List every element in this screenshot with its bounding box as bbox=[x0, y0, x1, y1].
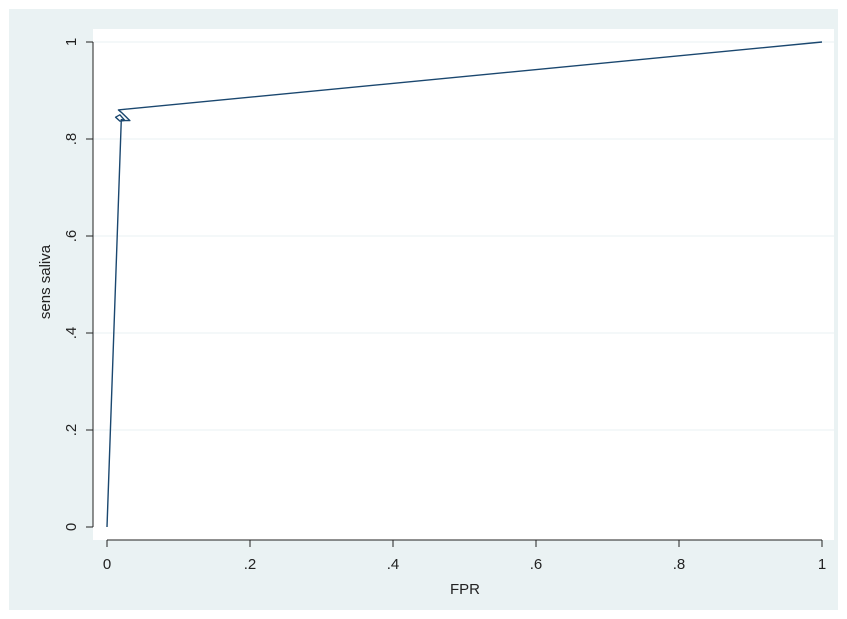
x-tick-label: .6 bbox=[530, 556, 543, 573]
y-tick-label: .6 bbox=[63, 230, 80, 243]
roc-curve-line bbox=[106, 41, 823, 528]
axes bbox=[86, 41, 823, 547]
grid-lines bbox=[93, 41, 834, 431]
y-tick-label: .4 bbox=[63, 327, 80, 340]
y-tick-label: 1 bbox=[63, 38, 80, 46]
y-tick-label: 0 bbox=[63, 523, 80, 531]
x-tick-label: .2 bbox=[244, 556, 257, 573]
x-axis-title: FPR bbox=[450, 581, 480, 598]
y-tick-label: .8 bbox=[63, 133, 80, 146]
tick-labels: 0 .2 .4 .6 .8 1 0 .2 .4 .6 .8 1 bbox=[63, 38, 826, 573]
x-tick-label: 1 bbox=[818, 556, 826, 573]
y-tick-label: .2 bbox=[63, 424, 80, 437]
series-layer bbox=[106, 41, 823, 528]
plot-area bbox=[93, 29, 834, 540]
x-tick-label: .4 bbox=[387, 556, 400, 573]
y-axis-title: sens saliva bbox=[37, 244, 54, 319]
x-tick-label: .8 bbox=[673, 556, 686, 573]
x-tick-label: 0 bbox=[103, 556, 111, 573]
